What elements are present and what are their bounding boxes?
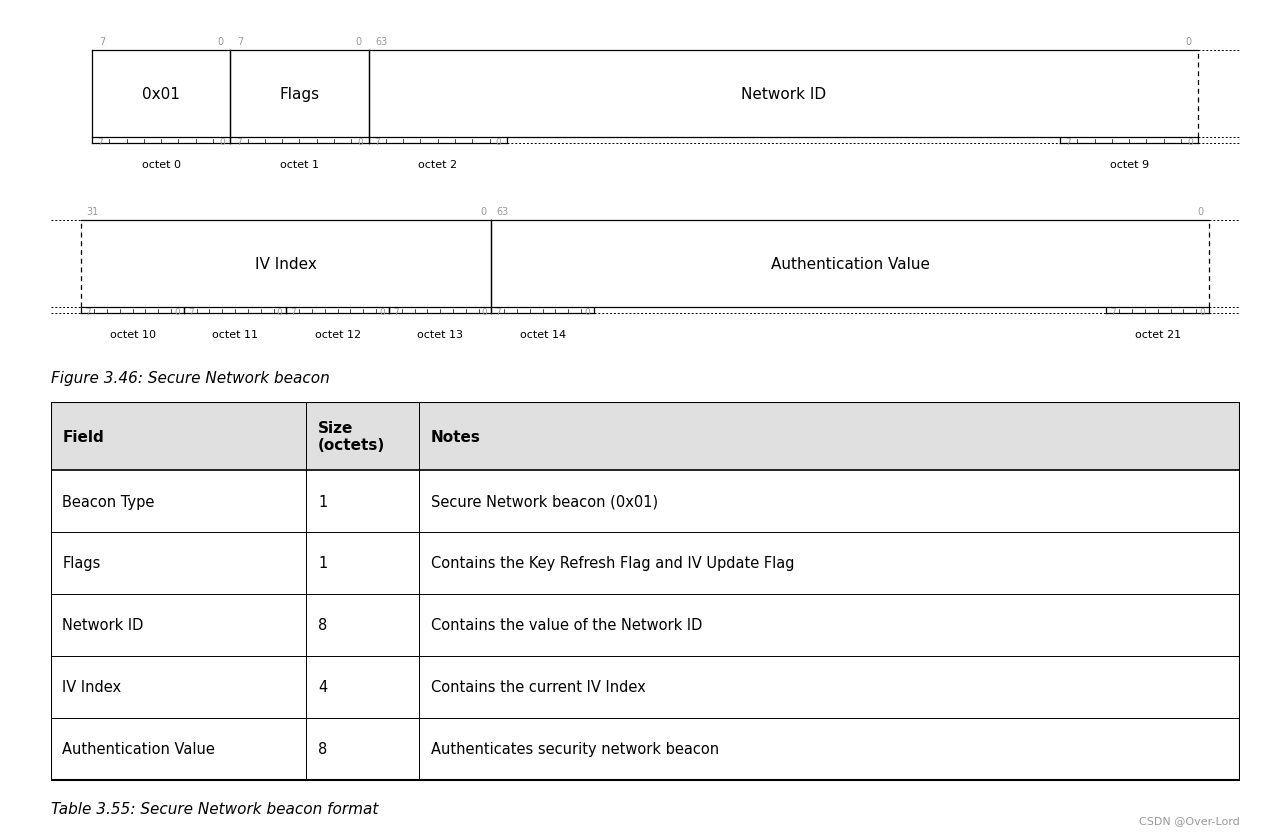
Text: 8: 8	[319, 742, 328, 757]
Text: 1: 1	[319, 494, 328, 509]
Text: IV Index: IV Index	[256, 257, 318, 272]
Text: Field: Field	[62, 429, 104, 444]
Text: 0: 0	[1198, 207, 1204, 217]
Text: IV Index: IV Index	[62, 680, 121, 695]
Text: 7: 7	[496, 308, 501, 316]
Text: octet 11: octet 11	[213, 329, 258, 339]
Text: 0: 0	[277, 308, 282, 316]
Text: Contains the Key Refresh Flag and IV Update Flag: Contains the Key Refresh Flag and IV Upd…	[431, 556, 794, 571]
Text: 0x01: 0x01	[142, 87, 180, 102]
Text: octet 9: octet 9	[1109, 160, 1149, 170]
Text: 63: 63	[496, 207, 509, 217]
Text: Notes: Notes	[431, 429, 481, 444]
Text: 0: 0	[175, 308, 180, 316]
Text: Network ID: Network ID	[741, 87, 826, 102]
Text: octet 1: octet 1	[280, 160, 319, 170]
Text: Flags: Flags	[280, 87, 320, 102]
Text: Authenticates security network beacon: Authenticates security network beacon	[431, 742, 720, 757]
Text: octet 2: octet 2	[419, 160, 458, 170]
Text: Table 3.55: Secure Network beacon format: Table 3.55: Secure Network beacon format	[51, 801, 378, 816]
Text: Secure Network beacon (0x01): Secure Network beacon (0x01)	[431, 494, 658, 509]
Text: 1: 1	[319, 556, 328, 571]
Text: 0: 0	[357, 138, 363, 146]
Text: 7: 7	[235, 138, 242, 146]
Text: octet 14: octet 14	[520, 329, 565, 339]
Text: Contains the value of the Network ID: Contains the value of the Network ID	[431, 618, 702, 633]
Text: Beacon Type: Beacon Type	[62, 494, 154, 509]
Text: Authentication Value: Authentication Value	[62, 742, 215, 757]
Text: Authentication Value: Authentication Value	[770, 257, 930, 272]
Text: 7: 7	[86, 308, 91, 316]
Text: Contains the current IV Index: Contains the current IV Index	[431, 680, 646, 695]
Text: 0: 0	[1199, 308, 1204, 316]
Text: 7: 7	[1065, 138, 1071, 146]
Text: octet 21: octet 21	[1135, 329, 1180, 339]
Text: 0: 0	[380, 308, 385, 316]
Text: 8: 8	[319, 618, 328, 633]
Text: 7: 7	[374, 138, 380, 146]
Text: 7: 7	[291, 308, 296, 316]
Text: CSDN @Over-Lord: CSDN @Over-Lord	[1138, 815, 1240, 825]
Text: 4: 4	[319, 680, 328, 695]
Text: 0: 0	[1187, 138, 1193, 146]
Text: 7: 7	[97, 138, 104, 146]
Bar	[51, 402, 1240, 471]
Text: Network ID: Network ID	[62, 618, 144, 633]
Text: octet 10: octet 10	[110, 329, 156, 339]
Text: 0: 0	[219, 138, 225, 146]
Text: 0: 0	[218, 38, 224, 48]
Text: octet 0: octet 0	[142, 160, 181, 170]
Text: 63: 63	[376, 38, 388, 48]
Text: 0: 0	[584, 308, 589, 316]
Text: 0: 0	[1185, 38, 1192, 48]
Text: 7: 7	[99, 38, 105, 48]
Text: 7: 7	[188, 308, 194, 316]
Text: 7: 7	[1111, 308, 1116, 316]
Text: 7: 7	[393, 308, 398, 316]
Text: octet 12: octet 12	[315, 329, 361, 339]
Text: 0: 0	[355, 38, 362, 48]
Text: 31: 31	[86, 207, 99, 217]
Text: octet 13: octet 13	[417, 329, 463, 339]
Text: Size
(octets): Size (octets)	[319, 421, 386, 452]
Text: 0: 0	[482, 308, 487, 316]
Text: 0: 0	[481, 207, 486, 217]
Text: 0: 0	[496, 138, 501, 146]
Text: 7: 7	[238, 38, 243, 48]
Text: Figure 3.46: Secure Network beacon: Figure 3.46: Secure Network beacon	[51, 371, 329, 386]
Text: Flags: Flags	[62, 556, 101, 571]
